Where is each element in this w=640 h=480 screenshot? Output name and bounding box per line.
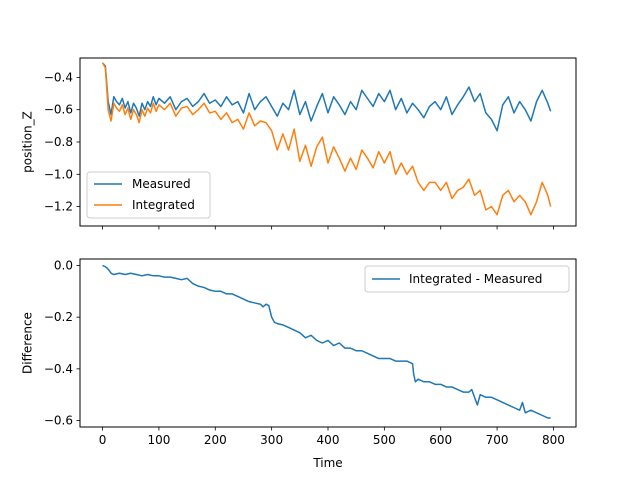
bottom-x-ticks: 0 100 200 300 400 500 600 700 800 <box>99 427 565 447</box>
bottom-series-lines <box>102 264 551 419</box>
series-line-measured <box>101 62 552 132</box>
y-tick-label: −1.0 <box>44 167 73 181</box>
x-tick-label: 600 <box>429 433 452 447</box>
legend-measured-label: Measured <box>132 177 191 191</box>
bottom-x-axis-label: Time <box>312 456 342 470</box>
y-tick-label: −1.2 <box>44 200 73 214</box>
top-y-ticks: −1.2 −1.0 −0.8 −0.6 −0.4 <box>44 70 80 214</box>
y-tick-label: 0.0 <box>54 258 73 272</box>
y-tick-label: −0.6 <box>44 103 73 117</box>
top-legend: Measured Integrated <box>86 171 211 219</box>
bottom-legend-box <box>364 265 570 293</box>
legend-difference-label: Integrated - Measured <box>409 272 542 286</box>
series-line-integrated <box>101 62 552 216</box>
y-tick-label: −0.4 <box>44 362 73 376</box>
top-panel: −1.2 −1.0 −0.8 −0.6 −0.4 position_Z Measured… <box>21 57 577 230</box>
x-tick-label: 800 <box>542 433 565 447</box>
y-tick-label: −0.2 <box>44 310 73 324</box>
top-y-axis-label: position_Z <box>21 111 35 173</box>
x-tick-label: 0 <box>99 433 107 447</box>
bottom-legend: Integrated - Measured <box>364 265 570 293</box>
x-tick-label: 500 <box>373 433 396 447</box>
x-tick-label: 200 <box>204 433 227 447</box>
bottom-panel: 0 100 200 300 400 500 600 700 800 0.0 −0.2 −0.4 −0.… <box>21 258 577 470</box>
x-tick-label: 100 <box>147 433 170 447</box>
top-x-ticks <box>102 226 554 230</box>
bottom-y-ticks: 0.0 −0.2 −0.4 −0.6 <box>44 258 80 428</box>
y-tick-label: −0.4 <box>44 70 73 84</box>
y-tick-label: −0.6 <box>44 414 73 428</box>
y-tick-label: −0.8 <box>44 135 73 149</box>
x-tick-label: 400 <box>317 433 340 447</box>
legend-integrated-label: Integrated <box>132 198 195 212</box>
series-line-integrated-measured <box>102 264 551 419</box>
x-tick-label: 700 <box>486 433 509 447</box>
bottom-y-axis-label: Difference <box>21 312 35 374</box>
x-tick-label: 300 <box>260 433 283 447</box>
top-series-lines <box>101 62 552 216</box>
